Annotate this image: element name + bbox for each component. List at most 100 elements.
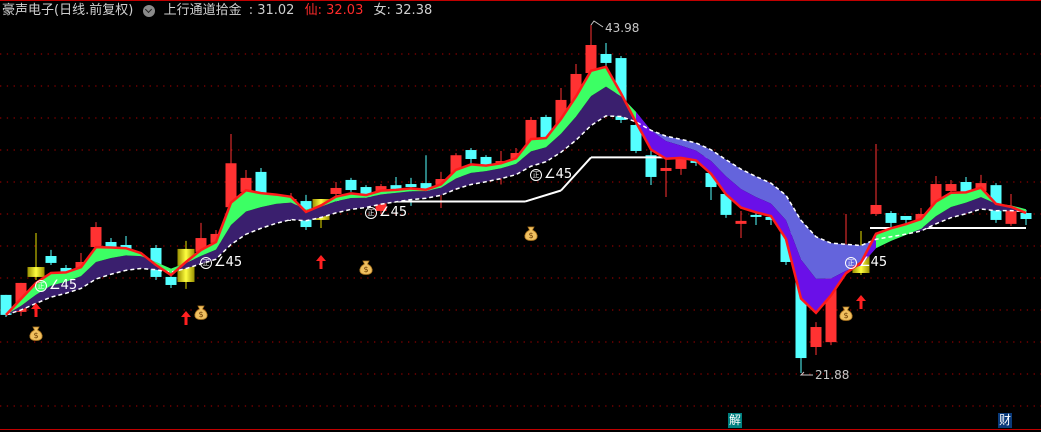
badge-cai[interactable]: 财 [998, 413, 1012, 428]
band-fast-segment [921, 201, 936, 229]
zheng-circle-icon: 正 [35, 279, 47, 292]
band-fast-segment [591, 66, 606, 97]
svg-text:$: $ [363, 265, 368, 274]
band-slow-segment [591, 86, 606, 126]
band-slow-segment [801, 220, 816, 279]
candle-body [585, 44, 597, 74]
band-fast-segment [726, 176, 741, 208]
band-slow-segment [711, 149, 726, 177]
band-slow-segment [666, 136, 681, 146]
candle-body [240, 177, 252, 192]
band-slow-segment [471, 171, 486, 185]
candle-body [945, 184, 957, 191]
angle-45-label: 正 ∠45 [365, 206, 407, 220]
zheng-circle-icon: 正 [365, 206, 377, 219]
fast-average-line [5, 65, 1027, 316]
nv-value: 32.38 [395, 3, 433, 18]
candle-body [780, 231, 792, 262]
band-fast-segment [531, 138, 546, 152]
band-slow-segment [366, 194, 381, 208]
support-line [524, 189, 562, 203]
band-slow-segment [561, 116, 576, 153]
band-fast-segment [756, 197, 771, 217]
indicator-dropdown-icon[interactable] [143, 5, 156, 17]
band-slow-segment [276, 202, 291, 224]
indicator-value: : 31.02 [248, 3, 295, 18]
angle-text: ∠45 [379, 205, 408, 220]
candle-body [27, 267, 45, 277]
money-bag-icon: $ [838, 305, 854, 321]
angle-text: ∠45 [859, 255, 888, 270]
band-slow-segment [261, 203, 276, 229]
candle-body [390, 185, 402, 190]
svg-text:$: $ [528, 231, 533, 240]
candle-body [345, 179, 357, 191]
badge-jie[interactable]: 解 [728, 413, 742, 428]
candle-body [570, 73, 582, 111]
band-slow-segment [21, 294, 36, 310]
candle-body [660, 167, 672, 171]
band-slow-segment [651, 130, 666, 142]
band-slow-segment [456, 172, 471, 190]
band-slow-segment [486, 168, 501, 182]
candle-body [795, 267, 807, 359]
candle-body [165, 276, 177, 285]
candle-body [120, 244, 132, 249]
angle-text: ∠45 [544, 167, 573, 182]
band-slow-segment [936, 206, 951, 224]
band-slow-segment [336, 198, 351, 213]
band-slow-segment [246, 207, 261, 235]
band-fast-segment [231, 190, 246, 225]
band-slow-segment [321, 201, 336, 218]
band-slow-segment [36, 285, 51, 304]
candle-body [210, 233, 222, 243]
candle-body [810, 327, 822, 348]
candle-body [750, 214, 762, 217]
candle-body [705, 173, 717, 188]
buy-up-arrow-icon [316, 255, 326, 269]
band-fast-segment [246, 190, 261, 212]
band-fast-segment [681, 145, 696, 161]
band-slow-segment [396, 191, 411, 202]
candle-body [45, 256, 57, 263]
chart-header: 豪声电子(日线.前复权) 上行通道拾金 : 31.02 仙: 32.03 女: … [0, 0, 1041, 22]
angle-45-label: 正 ∠45 [530, 168, 572, 182]
band-slow-segment [66, 276, 81, 294]
band-slow-segment [291, 202, 306, 221]
candle-body [1005, 209, 1017, 224]
band-slow-segment [831, 243, 846, 279]
band-slow-segment [216, 224, 231, 260]
band-slow-segment [141, 256, 156, 270]
band-fast-segment [771, 203, 786, 240]
band-slow-segment [351, 197, 366, 210]
candle-body [330, 187, 342, 194]
band-slow-segment [696, 142, 711, 162]
candle-body [405, 184, 417, 188]
candle-body [645, 155, 657, 177]
candle-body [465, 150, 477, 160]
band-fast-segment [666, 141, 681, 159]
band-slow-segment [111, 255, 126, 275]
band-fast-segment [81, 247, 96, 277]
candle-body [675, 156, 687, 169]
candle-body [360, 187, 372, 197]
zheng-circle-icon: 正 [530, 168, 542, 181]
low-marker-icon [799, 371, 813, 376]
zheng-circle-icon: 正 [200, 256, 212, 269]
band-fast-segment [801, 259, 816, 313]
money-bag-icon: $ [523, 225, 539, 241]
band-fast-segment [936, 192, 951, 217]
band-fast-segment [741, 189, 756, 213]
slow-average-line [5, 115, 1027, 316]
angle-45-label: 正 ∠45 [200, 256, 242, 270]
band-fast-segment [951, 192, 966, 207]
xian-label: 仙: [304, 3, 322, 18]
band-fast-segment [546, 118, 561, 148]
candle-body [195, 238, 207, 252]
buy-up-arrow-icon [181, 311, 191, 325]
svg-text:$: $ [843, 311, 848, 320]
band-slow-segment [786, 195, 801, 260]
band-fast-segment [816, 278, 831, 313]
